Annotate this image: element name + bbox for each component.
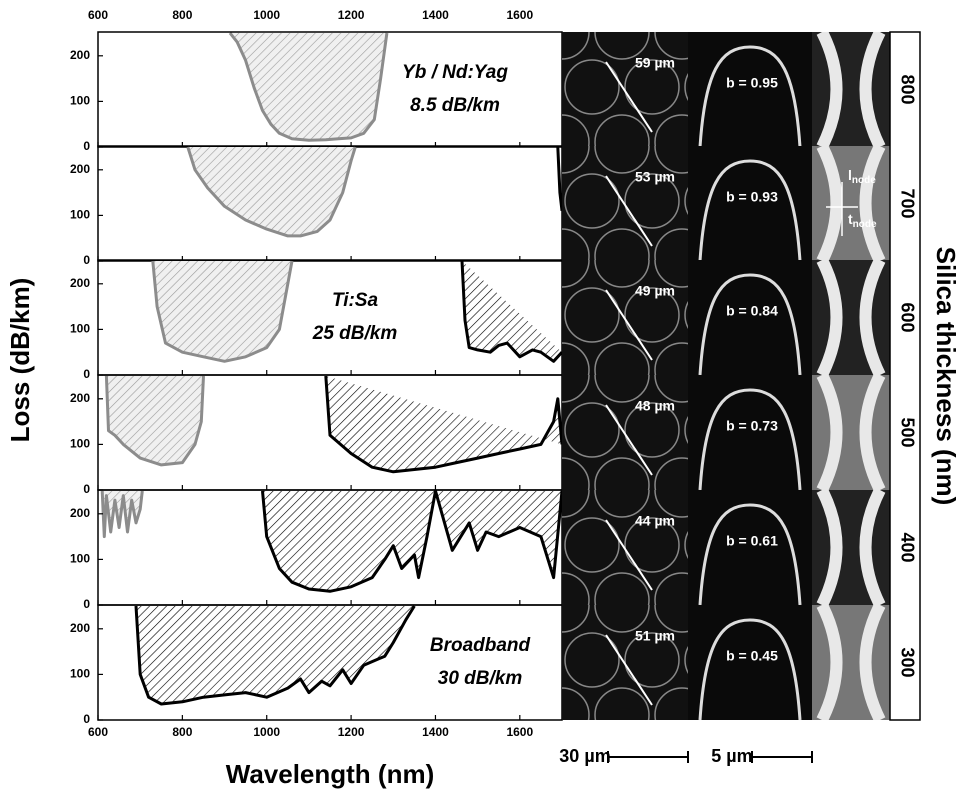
b-label: b = 0.95	[726, 75, 778, 91]
pitch-label: 51 µm	[635, 628, 675, 644]
x-tick-label: 600	[88, 725, 108, 739]
x-tick-label-top: 1600	[506, 8, 533, 22]
x-axis-title: Wavelength (nm)	[226, 759, 434, 789]
b-label: b = 0.61	[726, 533, 778, 549]
y-tick-label: 0	[83, 597, 90, 611]
b-label: b = 0.93	[726, 189, 778, 205]
annotation: 8.5 dB/km	[410, 95, 500, 116]
x-tick-label-top: 1400	[422, 8, 449, 22]
loss-area	[326, 376, 562, 472]
x-tick-label-top: 1000	[253, 8, 280, 22]
y-tick-label: 0	[83, 367, 90, 381]
thickness-label: 700	[897, 188, 917, 218]
figure: Loss (dB/km) Wavelength (nm) Silica thic…	[0, 0, 961, 796]
y-tick-label: 200	[70, 621, 90, 635]
y-tick-label: 0	[83, 139, 90, 153]
micrographs	[535, 5, 890, 169]
annotation: 30 dB/km	[438, 668, 523, 689]
thickness-label: 300	[897, 647, 917, 677]
thickness-label: 500	[897, 417, 917, 447]
b-label: b = 0.73	[726, 418, 778, 434]
x-tick-label: 800	[172, 725, 192, 739]
panel	[136, 606, 414, 704]
y-axis-title: Loss (dB/km)	[5, 278, 35, 443]
thickness-label: 400	[897, 532, 917, 562]
pitch-label: 49 µm	[635, 283, 675, 299]
thickness-label: 600	[897, 302, 917, 332]
pitch-label: 48 µm	[635, 398, 675, 414]
loss-area	[263, 491, 563, 591]
x-tick-label-top: 800	[172, 8, 192, 22]
panel	[106, 376, 562, 472]
loss-area	[136, 606, 414, 704]
annotation: 25 dB/km	[312, 323, 398, 344]
loss-area	[188, 147, 355, 236]
x-tick-label: 1000	[253, 725, 280, 739]
pitch-label: 44 µm	[635, 513, 675, 529]
y-tick-label: 100	[70, 208, 90, 222]
annotation: Yb / Nd:Yag	[402, 62, 508, 83]
y-tick-label: 100	[70, 322, 90, 336]
y-tick-label: 200	[70, 48, 90, 62]
b-label: b = 0.84	[726, 303, 778, 319]
pitch-label: 53 µm	[635, 169, 675, 185]
y-tick-label: 100	[70, 437, 90, 451]
annotation: Broadband	[430, 635, 531, 656]
y-tick-label: 0	[83, 482, 90, 496]
x-tick-label-top: 600	[88, 8, 108, 22]
panel	[102, 491, 562, 591]
x-tick-label: 1600	[506, 725, 533, 739]
y-tick-label: 200	[70, 391, 90, 405]
scale-bar-label: 5 µm	[711, 746, 752, 766]
y-tick-label: 200	[70, 506, 90, 520]
scale-bar-label: 30 µm	[559, 746, 610, 766]
panel	[153, 261, 562, 361]
thickness-frame	[890, 32, 920, 720]
y-tick-label: 200	[70, 276, 90, 290]
pitch-label: 59 µm	[635, 55, 675, 71]
panel	[230, 33, 387, 140]
thickness-label: 800	[897, 74, 917, 104]
y-tick-label: 100	[70, 552, 90, 566]
annotation: Ti:Sa	[332, 290, 379, 311]
panel	[188, 147, 562, 236]
y-tick-label: 100	[70, 94, 90, 108]
x-tick-label: 1400	[422, 725, 449, 739]
y-tick-label: 0	[83, 712, 90, 726]
y-tick-label: 200	[70, 162, 90, 176]
right-axis-title: Silica thickness (nm)	[931, 247, 961, 506]
y-tick-label: 0	[83, 253, 90, 267]
y-tick-label: 100	[70, 667, 90, 681]
b-label: b = 0.45	[726, 648, 778, 664]
x-tick-label-top: 1200	[338, 8, 365, 22]
x-tick-label: 1200	[338, 725, 365, 739]
